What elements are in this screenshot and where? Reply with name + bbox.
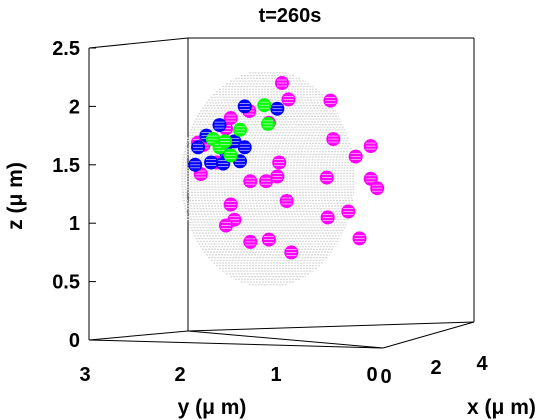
x-axis-line [382, 321, 475, 349]
magenta-point [243, 174, 258, 189]
z-tick-label: 2 [69, 96, 80, 118]
z-tick-label: 2.5 [52, 38, 80, 60]
chart-title: t=260s [259, 5, 322, 27]
blue-point [270, 101, 285, 116]
magenta-point [223, 197, 238, 212]
data-points [188, 76, 385, 260]
y-tick-label: 2 [174, 364, 185, 386]
x-tick-label: 0 [380, 366, 391, 388]
x-tick-label: 2 [430, 357, 441, 379]
magenta-point [320, 210, 335, 225]
green-point [233, 122, 247, 137]
blue-point [237, 99, 252, 114]
magenta-point [319, 170, 334, 185]
green-point [257, 98, 272, 113]
magenta-point [323, 93, 338, 108]
z-tick-label: 1 [69, 213, 80, 235]
box-edge-bottom-back [187, 321, 475, 332]
y-axis-label: y (μ m) [178, 396, 247, 419]
magenta-point [223, 111, 238, 126]
y-tick-label: 3 [79, 364, 90, 386]
z-axis-label: z (μ m) [4, 162, 27, 230]
y-axis-line [88, 339, 384, 349]
blue-point [204, 155, 219, 170]
box-edge-top-left [88, 37, 189, 49]
blue-point [212, 118, 227, 133]
magenta-point [348, 149, 363, 164]
x-tick-label: 4 [476, 353, 488, 375]
z-tick-label: 1.5 [52, 155, 80, 177]
blue-point [237, 140, 252, 155]
x-axis-label: x (μ m) [467, 396, 536, 419]
blue-point [191, 140, 205, 155]
magenta-point [363, 139, 378, 154]
y-axis-line-back [88, 330, 189, 341]
blue-point [188, 157, 203, 172]
magenta-point [261, 232, 276, 247]
magenta-point [272, 155, 287, 170]
magenta-point [259, 174, 274, 189]
green-point [261, 116, 275, 131]
magenta-point [275, 76, 289, 90]
y-tick-label: 1 [270, 364, 281, 386]
magenta-point [219, 218, 233, 233]
plot-box-front [88, 37, 475, 349]
green-point [218, 134, 233, 149]
magenta-point [243, 234, 258, 249]
green-point [223, 148, 238, 163]
magenta-point [284, 245, 299, 260]
magenta-point [279, 194, 294, 208]
magenta-point [326, 132, 341, 147]
z-tick-label: 0.5 [52, 272, 80, 294]
magenta-point [281, 92, 296, 107]
magenta-point [370, 181, 385, 196]
magenta-point [341, 204, 356, 219]
magenta-point [270, 169, 285, 184]
box-edge-floor-diag [187, 330, 384, 349]
magenta-point [352, 231, 367, 246]
tick-labels: 00.511.522.53 2 1 0 0 2 4 [52, 38, 488, 388]
y-tick-label: 0 [366, 364, 377, 386]
z-tick-label: 0 [69, 330, 80, 352]
